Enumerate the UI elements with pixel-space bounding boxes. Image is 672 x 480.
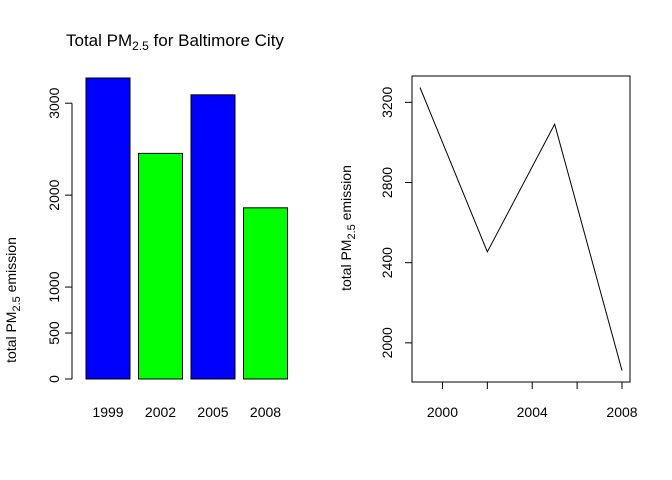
bar-y-tick-label: 500 <box>46 321 62 345</box>
bar-x-tick-label: 2005 <box>197 404 228 420</box>
ylabel-subscript: 2.5 <box>11 296 23 311</box>
bar-1999 <box>85 77 131 380</box>
bar-y-tick-label: 2000 <box>46 179 62 210</box>
bar-series <box>85 77 288 380</box>
bar-chart-title: Total PM2.5 for Baltimore City <box>66 31 284 53</box>
bar-2002 <box>138 152 183 380</box>
bar-2005 <box>190 94 236 380</box>
line-series <box>419 87 623 371</box>
title-suffix: for Baltimore City <box>149 31 285 50</box>
ylabel-suffix: emission <box>3 237 19 296</box>
ylabel-suffix: emission <box>338 165 354 224</box>
ylabel-subscript: 2.5 <box>346 224 358 239</box>
line-y-tick-label: 3200 <box>379 87 395 118</box>
emission-line <box>419 87 623 371</box>
line-x-axis: 2000 2004 2008 <box>427 382 638 420</box>
bar-x-tick-label: 1999 <box>92 404 123 420</box>
bar-x-tick-label: 2002 <box>145 404 176 420</box>
line-y-axis: 2000 2400 2800 3200 <box>379 87 412 358</box>
bar-x-tick-labels: 1999 2002 2005 2008 <box>92 404 281 420</box>
line-y-axis-label: total PM2.5 emission <box>338 165 358 291</box>
line-y-tick-label: 2400 <box>379 247 395 278</box>
ylabel-main: total PM <box>338 240 354 291</box>
title-subscript: 2.5 <box>132 39 149 53</box>
line-y-tick-label: 2000 <box>379 327 395 358</box>
line-chart-panel: 2000 2400 2800 3200 2000 2004 2008 total PM2.… <box>338 75 638 420</box>
bar-y-axis-label: total PM2.5 emission <box>3 237 23 363</box>
title-main: Total PM <box>66 31 132 50</box>
bar-y-tick-label: 1000 <box>46 271 62 302</box>
bar-y-tick-label: 3000 <box>46 87 62 118</box>
bar-y-tick-label: 0 <box>46 375 62 383</box>
line-plot-frame <box>411 75 631 383</box>
line-x-tick-label: 2008 <box>606 404 637 420</box>
ylabel-main: total PM <box>3 312 19 363</box>
line-y-tick-label: 2800 <box>379 167 395 198</box>
bar-x-tick-label: 2008 <box>250 404 281 420</box>
bar-2008 <box>243 207 288 380</box>
bar-y-axis: 0 500 1000 2000 3000 <box>46 87 73 383</box>
bar-chart-panel: Total PM2.5 for Baltimore City 050010002… <box>3 31 288 420</box>
line-x-tick-label: 2004 <box>517 404 548 420</box>
line-x-tick-label: 2000 <box>427 404 458 420</box>
